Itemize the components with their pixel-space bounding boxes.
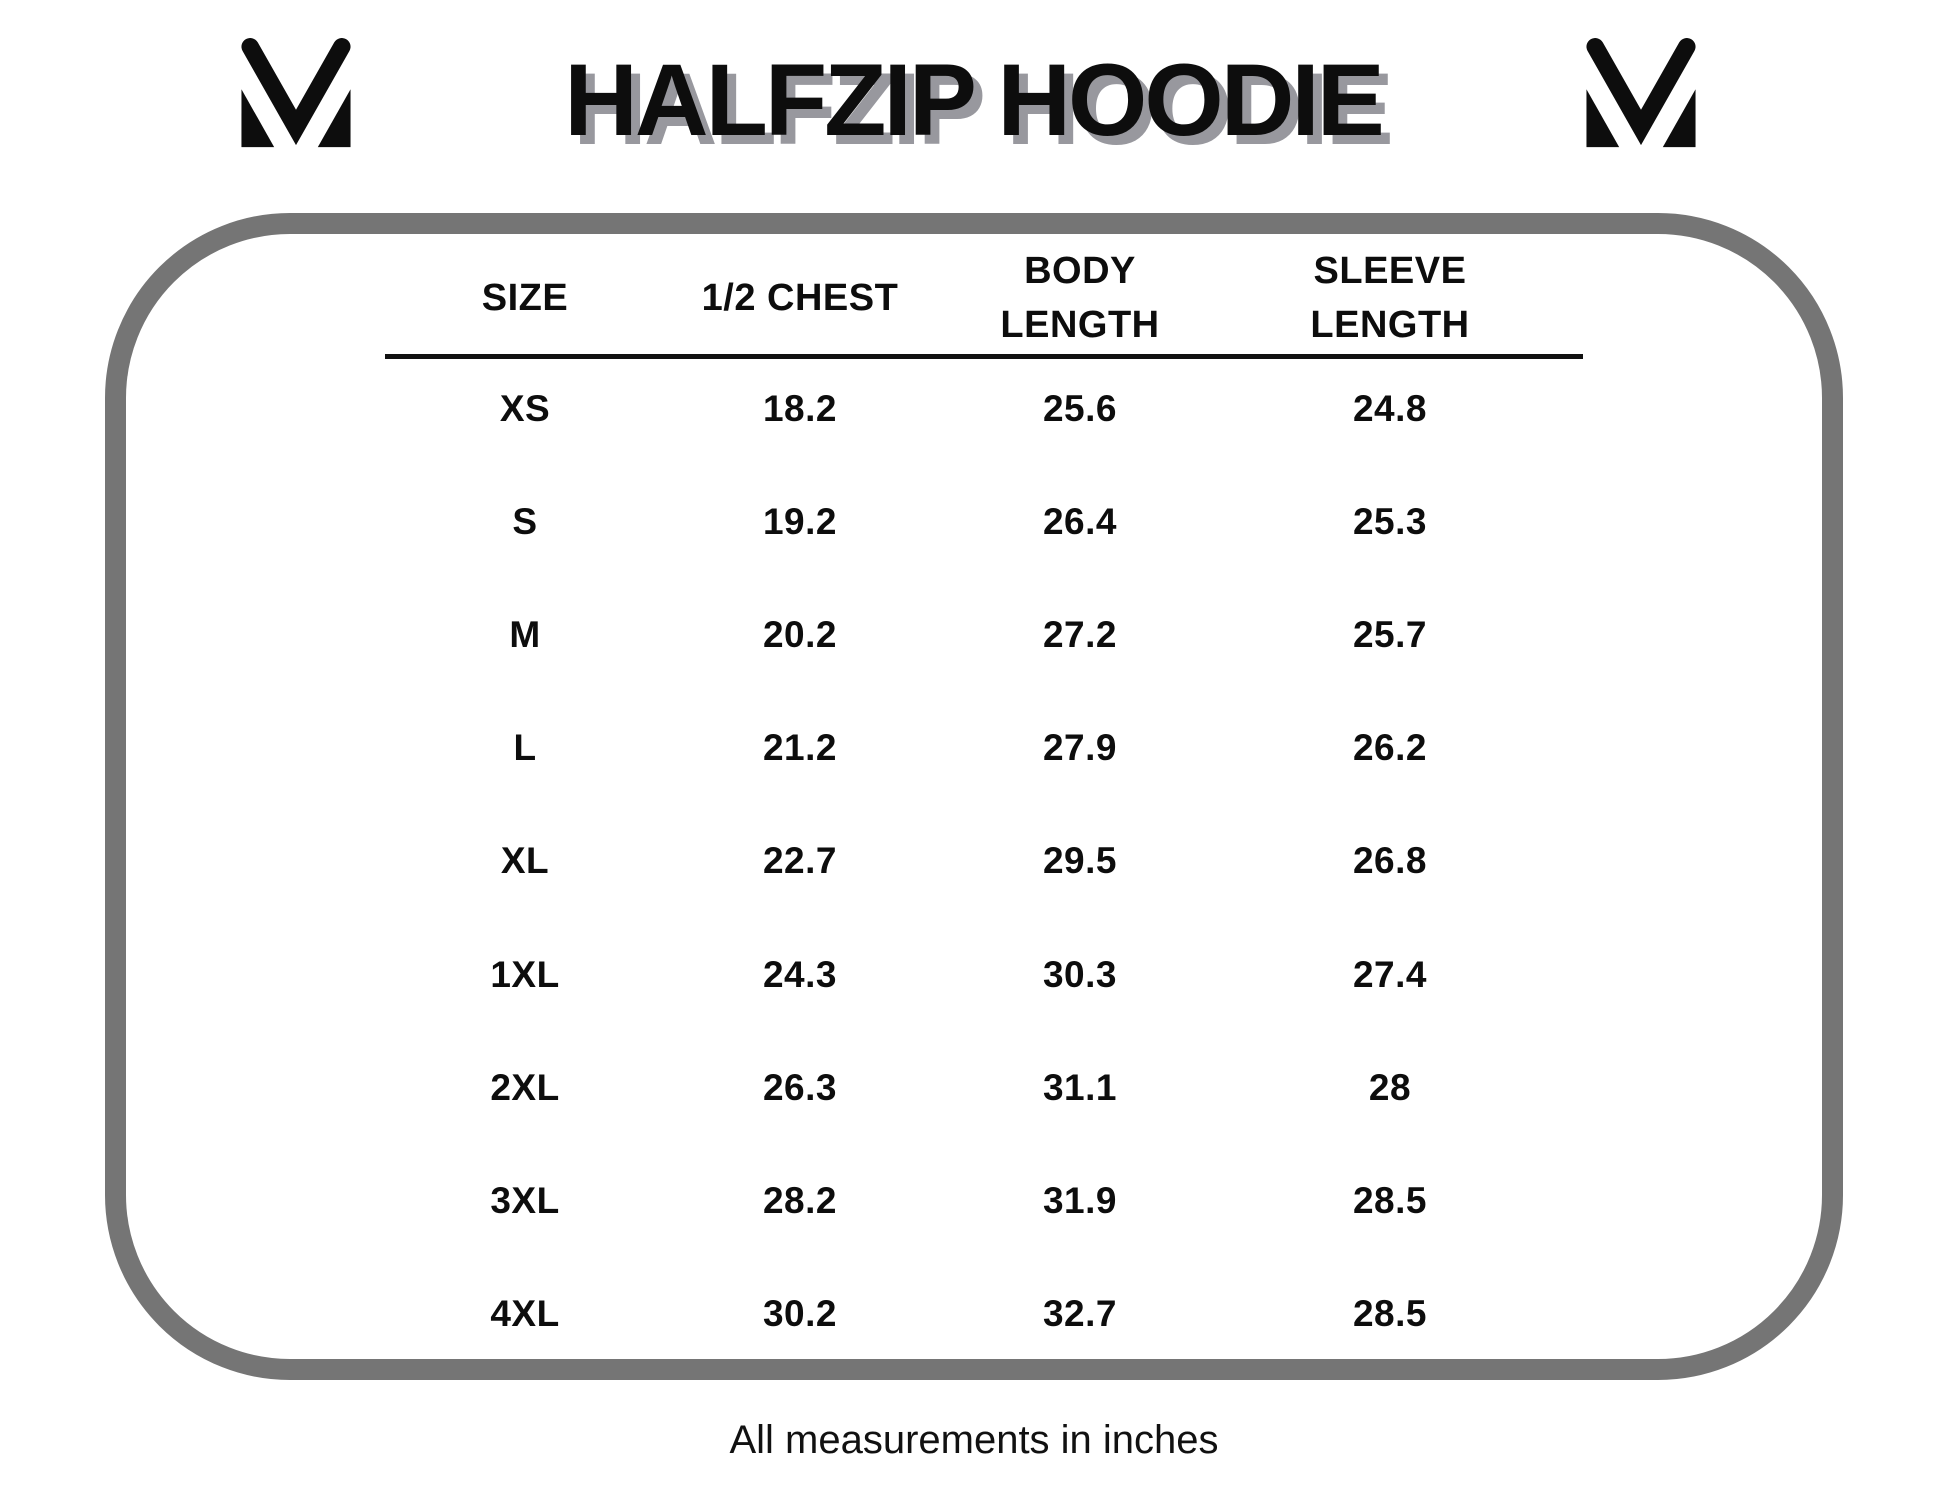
body-length-cell: 25.6	[1042, 387, 1117, 429]
size-cell: M	[509, 613, 541, 655]
size-table-header: SIZE 1/2 CHEST BODY LENGTH SLEEVE LENGTH	[385, 245, 1555, 352]
body-length-cell: 26.4	[1042, 500, 1117, 542]
column-header-half-chest: 1/2 CHEST	[701, 276, 899, 319]
column-header-sleeve-length: SLEEVE LENGTH	[1310, 250, 1470, 346]
half-chest-cell: 18.2	[762, 387, 837, 429]
size-cell: 2XL	[490, 1066, 560, 1108]
brand-m-logo-right	[1575, 38, 1707, 158]
sleeve-length-cell: 28	[1368, 1066, 1412, 1108]
size-cell: 3XL	[490, 1179, 560, 1221]
header-underline	[385, 354, 1583, 359]
size-table-body: XS 18.2 25.6 24.8 S 19.2 26.4 25.3 M 20.2 27.2 25.7…	[385, 352, 1555, 1371]
half-chest-cell: 24.3	[762, 953, 837, 995]
sleeve-length-cell: 25.7	[1352, 613, 1427, 655]
half-chest-cell: 26.3	[762, 1066, 837, 1108]
half-chest-cell: 22.7	[762, 840, 837, 882]
body-length-cell: 32.7	[1042, 1293, 1117, 1335]
size-cell: XS	[499, 387, 551, 429]
sleeve-length-cell: 25.3	[1352, 500, 1427, 542]
half-chest-cell: 19.2	[762, 500, 837, 542]
size-cell: 4XL	[490, 1293, 560, 1335]
page-title: HALFZIP HOODIE	[564, 43, 1384, 157]
sleeve-length-cell: 28.5	[1352, 1293, 1427, 1335]
body-length-cell: 31.1	[1042, 1066, 1117, 1108]
size-cell: 1XL	[490, 953, 560, 995]
size-cell: XL	[500, 840, 550, 882]
sleeve-length-cell: 27.4	[1352, 953, 1427, 995]
chart-frame	[105, 213, 1843, 1380]
body-length-cell: 27.9	[1042, 727, 1117, 769]
sleeve-length-cell: 26.2	[1352, 727, 1427, 769]
brand-m-logo-left	[230, 38, 362, 158]
sleeve-length-cell: 28.5	[1352, 1179, 1427, 1221]
half-chest-cell: 30.2	[762, 1293, 837, 1335]
m-logo-icon	[241, 38, 351, 148]
body-length-cell: 30.3	[1042, 953, 1117, 995]
body-length-cell: 29.5	[1042, 840, 1117, 882]
column-header-size: SIZE	[481, 276, 569, 319]
half-chest-cell: 28.2	[762, 1179, 837, 1221]
half-chest-cell: 20.2	[762, 613, 837, 655]
sleeve-length-cell: 26.8	[1352, 840, 1427, 882]
footer-note: All measurements in inches	[729, 1418, 1219, 1462]
sleeve-length-cell: 24.8	[1352, 387, 1427, 429]
size-cell: S	[512, 500, 538, 542]
body-length-cell: 27.2	[1042, 613, 1117, 655]
m-logo-icon	[1586, 38, 1696, 148]
half-chest-cell: 21.2	[762, 727, 837, 769]
size-cell: L	[513, 727, 537, 769]
body-length-cell: 31.9	[1042, 1179, 1117, 1221]
column-header-body-length: BODY LENGTH	[1000, 250, 1160, 346]
